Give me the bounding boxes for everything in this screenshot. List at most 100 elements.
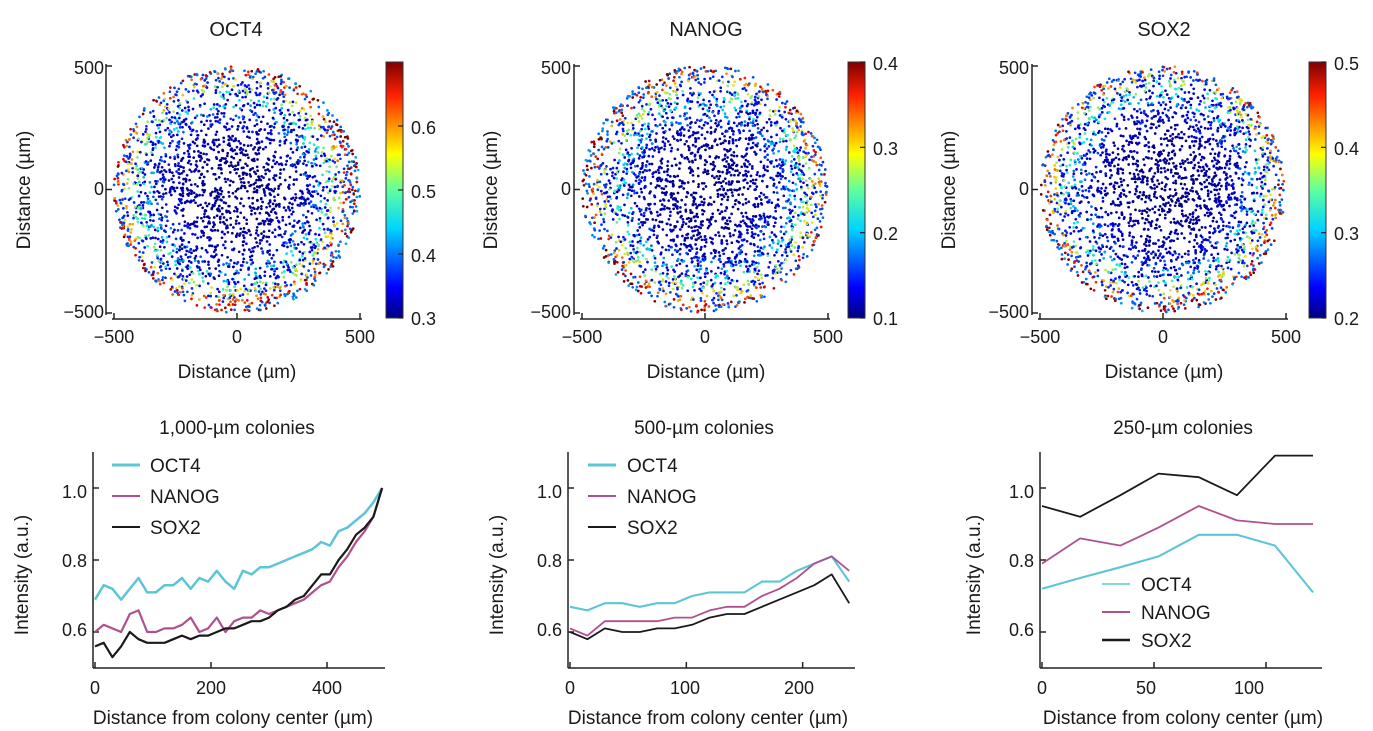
scatter-point	[293, 273, 297, 276]
scatter-point	[765, 121, 769, 124]
scatter-point	[742, 238, 746, 241]
scatter-point	[819, 148, 822, 152]
scatter-point	[267, 108, 271, 112]
scatter-point	[641, 223, 644, 227]
scatter-point	[718, 234, 721, 238]
scatter-point	[711, 93, 714, 97]
scatter-point	[272, 97, 276, 101]
scatter-point	[750, 234, 754, 238]
scatter-point	[668, 175, 672, 178]
scatter-point	[721, 302, 725, 306]
scatter-point	[217, 204, 221, 208]
scatter-point	[327, 177, 331, 181]
scatter-point	[273, 111, 276, 114]
scatter-point	[330, 251, 334, 255]
scatter-point	[709, 126, 713, 129]
scatter-point	[135, 125, 139, 129]
scatter-point	[154, 131, 158, 135]
scatter-point	[791, 215, 795, 219]
scatter-point	[273, 199, 277, 202]
scatter-point	[778, 140, 782, 144]
scatter-point	[350, 188, 354, 192]
scatter-point	[331, 216, 335, 220]
scatter-point	[261, 236, 265, 240]
scatter-point	[603, 227, 606, 231]
scatter-point	[602, 147, 606, 151]
scatter-point	[712, 256, 715, 260]
scatter-point	[722, 293, 726, 297]
scatter-point	[724, 192, 728, 196]
scatter-point	[129, 231, 133, 234]
scatter-point	[173, 205, 177, 209]
scatter-point	[256, 199, 259, 202]
scatter-point	[751, 146, 754, 149]
scatter-point	[621, 129, 625, 133]
scatter-point	[239, 211, 243, 215]
scatter-point	[163, 178, 167, 181]
scatter-point	[148, 191, 152, 194]
scatter-point	[585, 205, 589, 209]
scatter-point	[236, 215, 240, 219]
scatter-point	[272, 288, 276, 292]
scatter-point	[176, 206, 179, 210]
scatter-point	[664, 304, 668, 308]
scatter-point	[733, 80, 737, 84]
scatter-point	[610, 124, 614, 128]
scatter-point	[742, 186, 746, 189]
scatter-point	[229, 223, 233, 227]
scatter-point	[738, 201, 741, 205]
scatter-point	[291, 266, 295, 269]
scatter-point	[224, 201, 228, 205]
scatter-point	[307, 202, 311, 205]
scatter-point	[154, 135, 158, 139]
scatter-point	[687, 148, 691, 152]
scatter-point	[186, 112, 190, 115]
scatter-point	[298, 250, 302, 254]
scatter-point	[306, 187, 309, 191]
scatter-point	[759, 102, 762, 106]
scatter-point	[678, 298, 682, 302]
scatter-point	[697, 203, 701, 207]
scatter-point	[673, 69, 677, 72]
scatter-point	[654, 218, 658, 222]
scatter-point	[781, 101, 784, 105]
scatter-point	[739, 264, 742, 268]
scatter-point	[225, 279, 228, 283]
scatter-point	[671, 228, 675, 232]
scatter-point	[756, 277, 760, 281]
scatter-point	[748, 217, 752, 221]
scatter-point	[746, 160, 750, 163]
scatter-point	[212, 143, 216, 146]
scatter-point	[751, 224, 755, 227]
scatter-point	[715, 104, 719, 108]
scatter-point	[186, 267, 190, 271]
scatter-point	[780, 160, 784, 164]
scatter-point	[139, 183, 142, 187]
scatter-point	[233, 261, 236, 265]
scatter-point	[665, 222, 669, 226]
scatter-point	[584, 173, 588, 177]
scatter-point	[161, 111, 164, 115]
scatter-point	[254, 72, 257, 76]
scatter-point	[683, 239, 687, 242]
scatter-point	[697, 93, 701, 97]
scatter-point	[788, 247, 792, 251]
scatter-panel-nanog: NANOG 500 0 −500 −500 0 500 Distance (µm…	[481, 19, 898, 383]
scatter-point	[709, 69, 713, 73]
scatter-point	[688, 116, 692, 120]
scatter-point	[642, 211, 646, 215]
scatter-point	[217, 295, 221, 299]
scatter-point	[235, 197, 239, 200]
scatter-point	[302, 213, 305, 217]
scatter-point	[716, 192, 720, 196]
scatter-point	[744, 197, 748, 201]
scatter-point	[754, 178, 758, 182]
scatter-point	[142, 175, 146, 179]
scatter-point	[610, 142, 614, 145]
scatter-point	[220, 253, 224, 257]
scatter-point	[676, 205, 679, 208]
scatter-point	[743, 178, 747, 181]
scatter-point	[145, 224, 149, 227]
scatter-point	[217, 166, 221, 170]
scatter-point	[325, 246, 329, 250]
